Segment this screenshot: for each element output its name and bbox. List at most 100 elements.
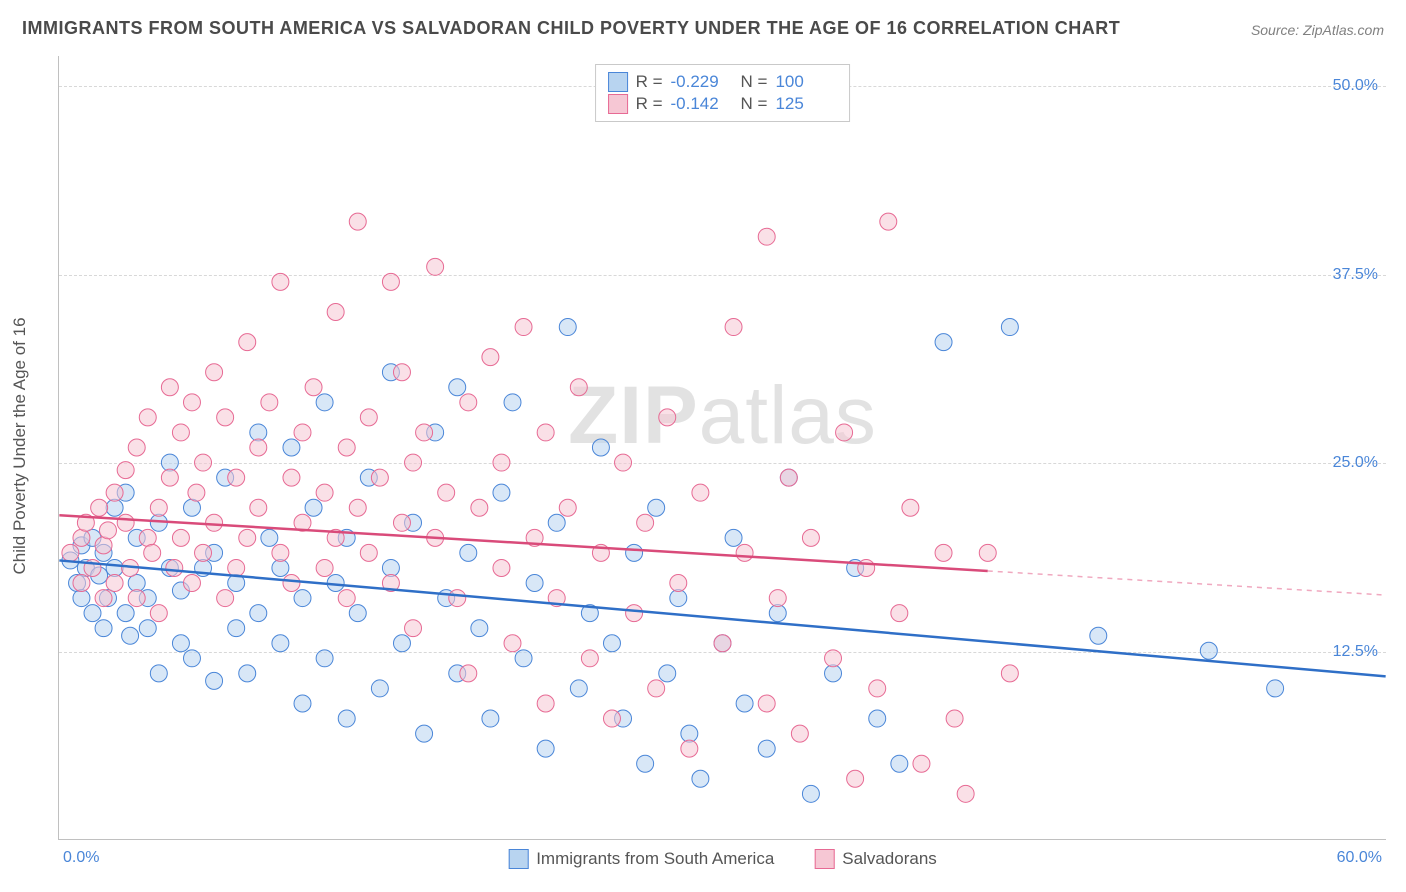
scatter-point [228, 559, 245, 576]
scatter-point [736, 695, 753, 712]
scatter-point [239, 334, 256, 351]
scatter-point [603, 710, 620, 727]
scatter-point [670, 575, 687, 592]
scatter-point [460, 665, 477, 682]
scatter-point [95, 620, 112, 637]
scatter-point [648, 680, 665, 697]
scatter-point [128, 575, 145, 592]
scatter-point [172, 529, 189, 546]
scatter-point [670, 590, 687, 607]
scatter-point [570, 379, 587, 396]
scatter-point [714, 635, 731, 652]
scatter-point [1001, 319, 1018, 336]
scatter-point [250, 605, 267, 622]
scatter-point [393, 364, 410, 381]
scatter-point [371, 469, 388, 486]
scatter-point [438, 484, 455, 501]
scatter-point [272, 559, 289, 576]
scatter-point [692, 770, 709, 787]
scatter-point [122, 627, 139, 644]
scatter-point [548, 514, 565, 531]
scatter-point [272, 273, 289, 290]
scatter-point [393, 635, 410, 652]
scatter-point [758, 695, 775, 712]
scatter-point [493, 454, 510, 471]
scatter-point [294, 424, 311, 441]
legend-n-value: 100 [775, 71, 837, 93]
scatter-point [316, 559, 333, 576]
scatter-point [537, 695, 554, 712]
scatter-point [825, 665, 842, 682]
scatter-point [316, 484, 333, 501]
scatter-point [283, 439, 300, 456]
scatter-point [836, 424, 853, 441]
legend-swatch [608, 72, 628, 92]
scatter-point [117, 462, 134, 479]
scatter-point [99, 522, 116, 539]
legend-r-value: -0.142 [671, 93, 733, 115]
scatter-point [758, 740, 775, 757]
scatter-point [825, 650, 842, 667]
scatter-point [493, 559, 510, 576]
scatter-point [217, 409, 234, 426]
scatter-point [161, 469, 178, 486]
scatter-point [349, 499, 366, 516]
scatter-point [659, 409, 676, 426]
scatter-point [95, 537, 112, 554]
scatter-point [382, 273, 399, 290]
scatter-point [449, 379, 466, 396]
scatter-point [979, 544, 996, 561]
scatter-point [791, 725, 808, 742]
scatter-point [106, 484, 123, 501]
legend-n-value: 125 [775, 93, 837, 115]
scatter-point [73, 575, 90, 592]
scatter-point [460, 544, 477, 561]
legend-n-label: N = [741, 93, 768, 115]
scatter-point [239, 665, 256, 682]
scatter-point [195, 544, 212, 561]
scatter-point [957, 785, 974, 802]
scatter-point [847, 770, 864, 787]
scatter-point [869, 710, 886, 727]
scatter-point [946, 710, 963, 727]
scatter-point [725, 319, 742, 336]
scatter-point [902, 499, 919, 516]
x-tick-label: 60.0% [1337, 849, 1382, 867]
scatter-point [183, 575, 200, 592]
scatter-point [106, 559, 123, 576]
scatter-point [482, 349, 499, 366]
scatter-point [150, 499, 167, 516]
source-link[interactable]: ZipAtlas.com [1303, 22, 1384, 38]
scatter-point [482, 710, 499, 727]
scatter-point [62, 544, 79, 561]
scatter-point [592, 439, 609, 456]
scatter-point [139, 620, 156, 637]
scatter-point [692, 484, 709, 501]
scatter-point [217, 590, 234, 607]
scatter-point [84, 605, 101, 622]
scatter-point [161, 454, 178, 471]
scatter-point [891, 605, 908, 622]
legend-swatch [508, 849, 528, 869]
scatter-point [272, 544, 289, 561]
scatter-point [183, 499, 200, 516]
scatter-point [371, 680, 388, 697]
scatter-point [935, 334, 952, 351]
scatter-point [891, 755, 908, 772]
scatter-point [603, 635, 620, 652]
legend-stats: R =-0.229N =100R =-0.142N =125 [595, 64, 851, 122]
scatter-point [471, 620, 488, 637]
scatter-point [250, 499, 267, 516]
scatter-point [581, 650, 598, 667]
chart-title: IMMIGRANTS FROM SOUTH AMERICA VS SALVADO… [22, 18, 1120, 39]
scatter-point [150, 665, 167, 682]
scatter-point [427, 258, 444, 275]
legend-series-item: Salvadorans [814, 849, 937, 869]
scatter-point [393, 514, 410, 531]
legend-series-item: Immigrants from South America [508, 849, 774, 869]
scatter-point [1267, 680, 1284, 697]
scatter-point [416, 725, 433, 742]
scatter-point [338, 590, 355, 607]
scatter-point [206, 364, 223, 381]
scatter-point [725, 529, 742, 546]
